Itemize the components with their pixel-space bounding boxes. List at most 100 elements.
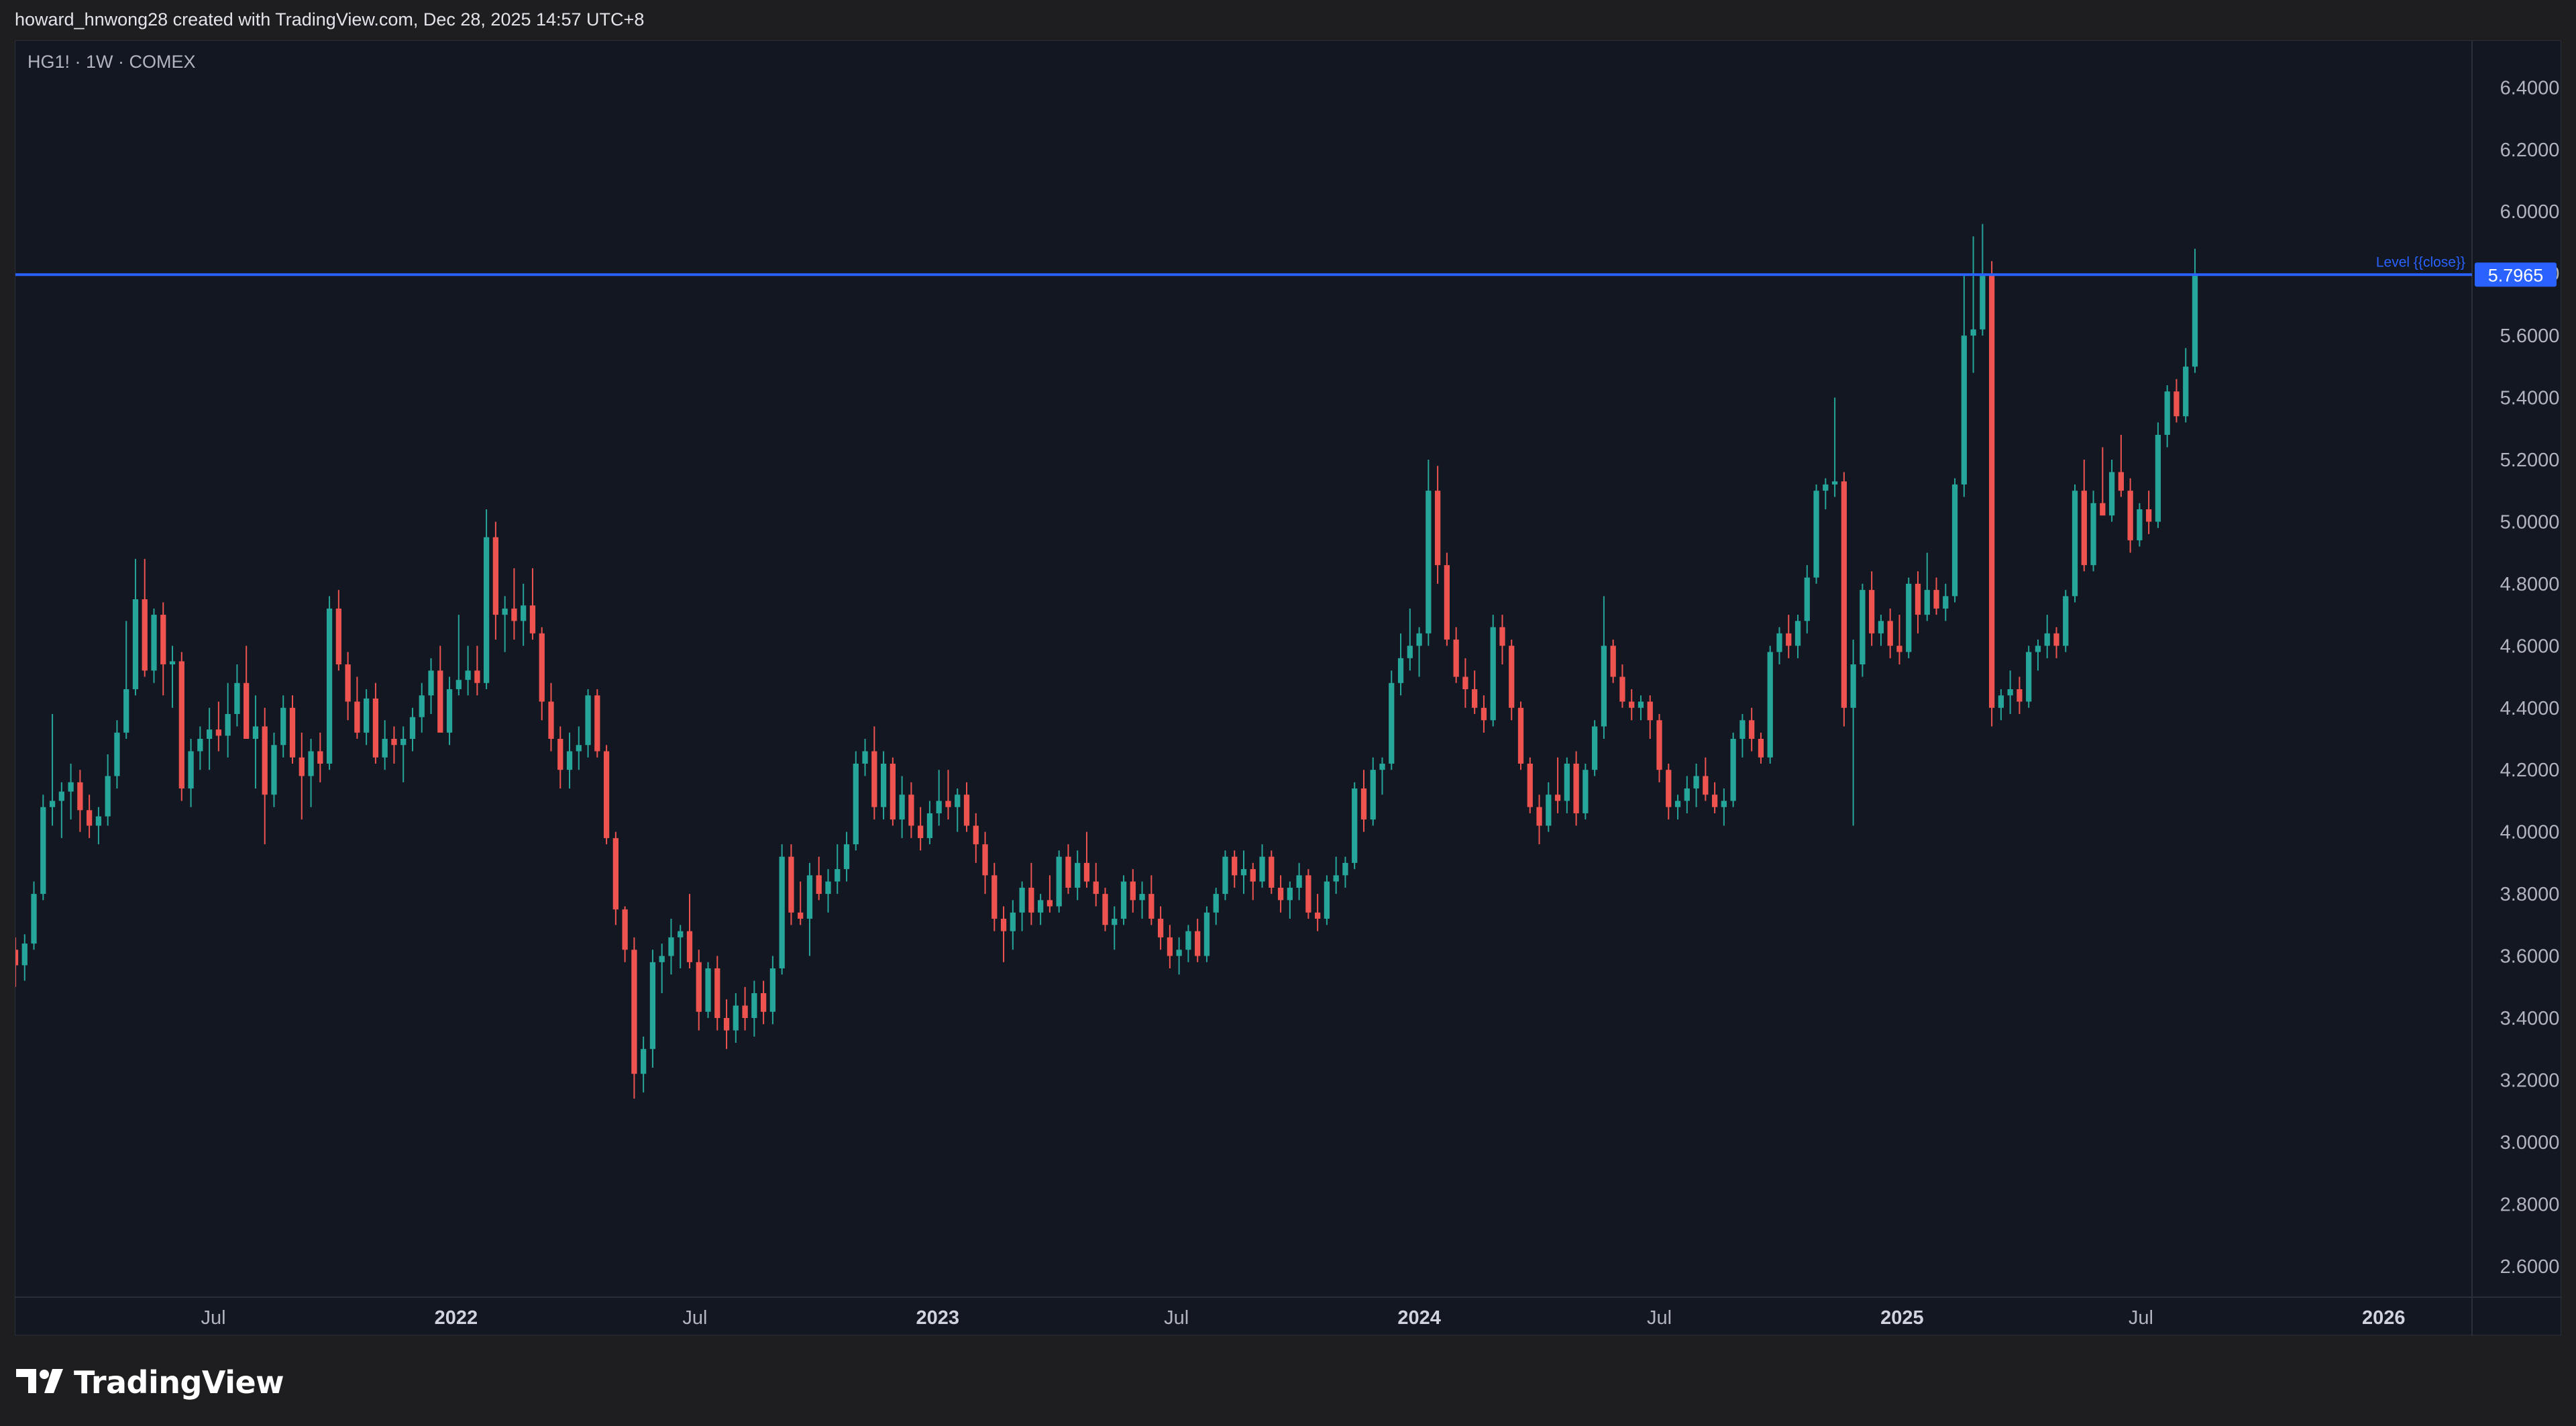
candle bbox=[945, 770, 951, 820]
candle-body bbox=[262, 726, 268, 795]
price-tick-label: 4.0000 bbox=[2500, 822, 2560, 844]
candle-body bbox=[991, 875, 998, 919]
candle bbox=[1462, 658, 1468, 708]
candle-body bbox=[779, 856, 785, 969]
candle bbox=[788, 844, 794, 925]
candle bbox=[419, 682, 425, 733]
candle-body bbox=[631, 950, 637, 1074]
candle bbox=[206, 707, 213, 770]
candle bbox=[1222, 850, 1228, 901]
candle bbox=[2026, 646, 2032, 708]
candle bbox=[197, 726, 203, 770]
candle bbox=[1619, 664, 1625, 708]
candle-body bbox=[2100, 503, 2106, 516]
time-tick-label: Jul bbox=[682, 1307, 707, 1329]
candle-body bbox=[622, 909, 628, 950]
candle-body bbox=[169, 661, 176, 665]
candle bbox=[1360, 770, 1367, 832]
candle-body bbox=[594, 695, 600, 752]
candle bbox=[1739, 714, 1746, 758]
candle-body bbox=[419, 695, 425, 717]
candle bbox=[2017, 676, 2023, 715]
candle-body bbox=[1407, 646, 1413, 658]
chart-svg[interactable]: 2.6000 2.8000 3.0000 3.2000 3.4000 3.6000 3.80… bbox=[15, 41, 2562, 1336]
candle bbox=[87, 795, 93, 838]
candle-body bbox=[1804, 577, 1810, 621]
candle bbox=[714, 956, 720, 1031]
symbol-legend[interactable]: HG1! · 1W · COMEX bbox=[28, 52, 196, 72]
price-axis[interactable]: 2.6000 2.8000 3.0000 3.2000 3.4000 3.6000 3.80… bbox=[2500, 77, 2560, 1277]
candle-body bbox=[1693, 776, 1699, 788]
candle-body bbox=[1619, 676, 1625, 702]
candle bbox=[1869, 571, 1875, 646]
candle bbox=[58, 782, 64, 838]
chart-area[interactable]: 2.6000 2.8000 3.0000 3.2000 3.4000 3.6000 3.80… bbox=[15, 40, 2562, 1336]
candle-body bbox=[1397, 658, 1404, 683]
candle-body bbox=[15, 950, 19, 966]
candle-body bbox=[2063, 596, 2069, 646]
candle-body bbox=[816, 875, 822, 895]
candle-body bbox=[714, 968, 720, 1018]
candle-body bbox=[557, 739, 564, 770]
candle-body bbox=[1185, 931, 1191, 950]
tradingview-logo[interactable]: TradingView bbox=[16, 1362, 284, 1403]
candle bbox=[1037, 894, 1044, 925]
candle-body bbox=[1794, 621, 1801, 646]
candle-body bbox=[206, 729, 213, 739]
candle-body bbox=[908, 795, 914, 826]
candle-body bbox=[566, 751, 573, 770]
candle-body bbox=[696, 962, 702, 1012]
candle bbox=[492, 521, 499, 640]
candle bbox=[1564, 757, 1570, 813]
candle bbox=[1481, 695, 1487, 733]
price-tick-label: 5.6000 bbox=[2500, 325, 2560, 347]
time-tick-label: Jul bbox=[201, 1307, 225, 1329]
candle-body bbox=[2137, 509, 2143, 541]
candle-body bbox=[853, 763, 859, 845]
candle bbox=[271, 732, 277, 807]
candle bbox=[1850, 640, 1856, 826]
candle bbox=[963, 782, 970, 832]
attribution-text: howard_hnwong28 created with TradingView… bbox=[15, 9, 645, 30]
candle bbox=[1527, 757, 1533, 813]
candle bbox=[686, 894, 693, 969]
candle-body bbox=[308, 751, 314, 776]
candle bbox=[409, 707, 416, 752]
candle-body bbox=[825, 881, 831, 895]
candle-body bbox=[1120, 881, 1127, 919]
candle-body bbox=[317, 751, 323, 764]
candle bbox=[31, 881, 37, 950]
level-line-label: Level {{close}} bbox=[2376, 254, 2465, 270]
candle bbox=[594, 689, 600, 758]
candle bbox=[1010, 900, 1016, 950]
time-axis[interactable]: Jul 2022 Jul 2023 Jul 2024 Jul 2025 Jul 2026 bbox=[201, 1307, 2405, 1329]
candle-body bbox=[1370, 770, 1376, 820]
candle-body bbox=[2146, 509, 2152, 522]
candle-body bbox=[409, 717, 416, 739]
candle bbox=[816, 856, 822, 901]
candle-body bbox=[492, 537, 499, 615]
candle bbox=[1906, 577, 1912, 658]
candle bbox=[760, 980, 767, 1025]
price-tick-label: 6.2000 bbox=[2500, 140, 2560, 161]
candle bbox=[2063, 590, 2069, 652]
price-tick-label: 2.6000 bbox=[2500, 1256, 2560, 1278]
candle bbox=[1730, 732, 1736, 807]
candle bbox=[160, 602, 166, 696]
candle-body bbox=[1998, 695, 2004, 708]
candle-body bbox=[1269, 856, 1275, 888]
candle bbox=[1951, 478, 1958, 603]
candle-body bbox=[1951, 484, 1958, 597]
price-tick-label: 4.2000 bbox=[2500, 760, 2560, 781]
candle-body bbox=[1093, 881, 1099, 895]
price-tick-label: 6.4000 bbox=[2500, 77, 2560, 99]
candle bbox=[612, 831, 619, 925]
candle bbox=[1195, 919, 1201, 962]
candle-body bbox=[2081, 491, 2087, 566]
candle bbox=[511, 568, 517, 640]
candle-body bbox=[40, 807, 46, 895]
candle-body bbox=[142, 599, 148, 671]
candle bbox=[132, 558, 139, 696]
candle-body bbox=[1416, 633, 1422, 646]
candle bbox=[77, 770, 83, 832]
